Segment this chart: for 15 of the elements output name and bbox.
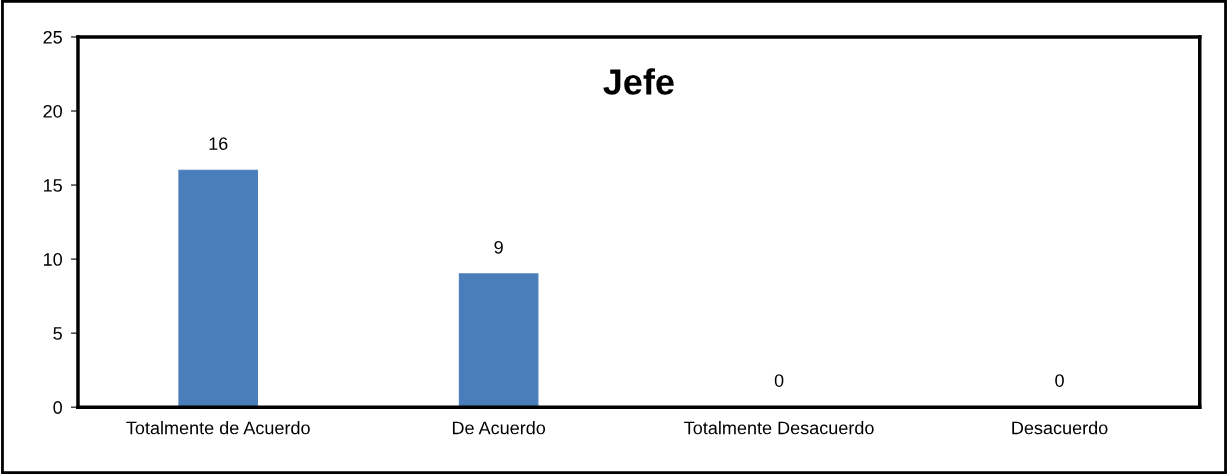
text: Jefe <box>603 68 674 95</box>
y-tick-label: 10 <box>44 253 62 266</box>
y-tick-label: 0 <box>53 401 62 414</box>
data-label: 16 <box>209 137 228 151</box>
data-label: 0 <box>774 374 784 387</box>
y-tick-label: 5 <box>53 327 62 340</box>
data-label: 0 <box>1055 374 1064 387</box>
y-tick-label: 25 <box>43 30 62 44</box>
x-tick-label: Totalmente Desacuerdo <box>684 421 874 435</box>
x-tick-label: Totalmente de Acuerdo <box>126 421 310 435</box>
y-tick-label: 15 <box>44 179 62 192</box>
data-label: 9 <box>494 240 503 254</box>
x-tick-label: De Acuerdo <box>452 421 546 435</box>
x-tick-label: Desacuerdo <box>1012 421 1108 435</box>
y-tick-label: 20 <box>43 104 62 118</box>
